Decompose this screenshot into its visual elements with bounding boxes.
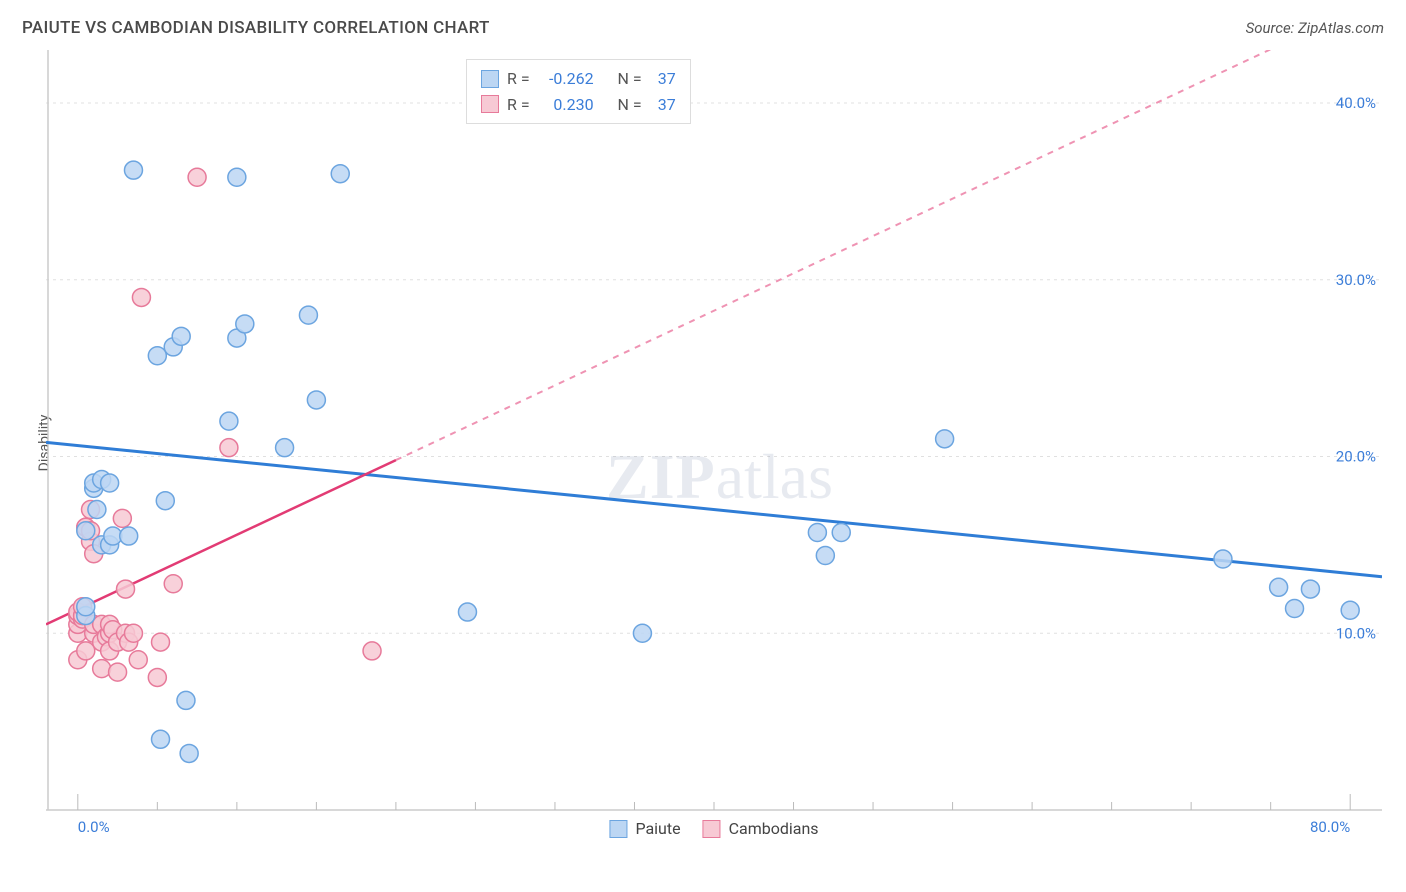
r-value: -0.262 [538, 66, 594, 92]
svg-text:0.0%: 0.0% [78, 818, 110, 836]
n-value: 37 [650, 66, 676, 92]
legend-item: Cambodians [703, 819, 819, 838]
svg-text:30.0%: 30.0% [1336, 271, 1376, 289]
svg-text:80.0%: 80.0% [1310, 818, 1350, 836]
series-swatch [481, 95, 499, 113]
scatter-plot: 10.0% 20.0% 30.0% 40.0% 0.0% 80.0% [46, 50, 1382, 836]
info-row: R = 0.230 N = 37 [481, 92, 676, 118]
n-label: N = [618, 66, 642, 92]
legend-label: Paiute [635, 819, 680, 838]
chart-source: Source: ZipAtlas.com [1246, 19, 1384, 37]
chart-title: PAIUTE VS CAMBODIAN DISABILITY CORRELATI… [22, 18, 490, 38]
legend-swatch [703, 820, 721, 838]
svg-text:40.0%: 40.0% [1336, 94, 1376, 112]
series-swatch [481, 70, 499, 88]
legend-swatch [609, 820, 627, 838]
chart-area: Disability 10.0%20.0%30.0%40.0%0.0%80.0%… [46, 50, 1382, 836]
legend-label: Cambodians [729, 819, 819, 838]
legend-item: Paiute [609, 819, 680, 838]
svg-text:20.0%: 20.0% [1336, 448, 1376, 466]
n-value: 37 [650, 92, 676, 118]
r-label: R = [507, 66, 530, 92]
n-label: N = [618, 92, 642, 118]
svg-text:10.0%: 10.0% [1336, 624, 1376, 642]
series-legend: Paiute Cambodians [609, 819, 818, 838]
r-value: 0.230 [538, 92, 594, 118]
chart-header: PAIUTE VS CAMBODIAN DISABILITY CORRELATI… [22, 18, 1384, 38]
correlation-info-box: R = -0.262 N = 37 R = 0.230 N = 37 [466, 59, 691, 124]
info-row: R = -0.262 N = 37 [481, 66, 676, 92]
r-label: R = [507, 92, 530, 118]
